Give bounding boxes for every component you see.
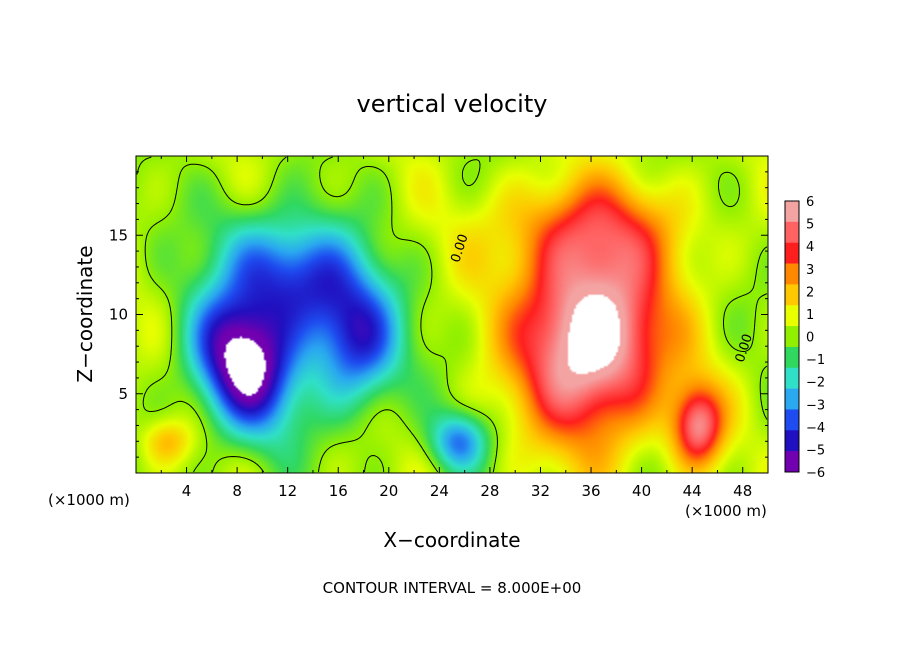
colorbar-label-9: −3 [806,398,825,413]
x-axis-label: X−coordinate [383,528,520,552]
colorbar-label-8: −2 [806,376,825,391]
colorbar-label-6: 0 [806,331,814,346]
colorbar-swatch-0 [785,201,799,223]
velocity-field [136,156,768,473]
colorbar-swatch-9 [785,388,799,410]
colorbar-label-0: 6 [806,195,814,210]
x-tick-label-12: 12 [278,482,297,500]
x-axis: 4 8 12 16 20 24 28 32 36 40 44 48 [160,156,752,500]
colorbar-label-12: −6 [806,466,825,481]
x-tick-label-8: 8 [232,482,242,500]
contour-zero [136,156,768,473]
colorbar-label-7: −1 [806,353,825,368]
x-tick-label-40: 40 [632,482,651,500]
y-axis: 5 10 15 [109,171,768,458]
x-tick-label-24: 24 [430,482,449,500]
colorbar-label-4: 2 [806,285,814,300]
colorbar-swatch-4 [785,284,799,306]
x-tick-label-4: 4 [182,482,192,500]
colorbar-swatch-8 [785,367,799,389]
colorbar-label-10: −4 [806,421,825,436]
x-tick-label-20: 20 [379,482,398,500]
colorbar-swatch-11 [785,430,799,452]
chart-title: vertical velocity [357,90,548,118]
y-tick-label-15: 15 [109,226,128,244]
x-tick-label-32: 32 [531,482,550,500]
colorbar-frame [784,200,800,473]
y-tick-label-5: 5 [118,385,128,403]
colorbar-label-1: 5 [806,218,814,233]
colorbar-swatch-1 [785,221,799,243]
colorbar-swatch-2 [785,242,799,264]
contour-lines [136,156,768,473]
x-tick-label-36: 36 [581,482,600,500]
colorbar-swatch-3 [785,263,799,285]
x-tick-label-44: 44 [683,482,702,500]
colorbar-swatch-6 [785,326,799,348]
colorbar-swatch-12 [785,451,799,473]
colorbar-swatch-5 [785,305,799,327]
colorbar-label-5: 1 [806,308,814,323]
x-tick-label-48: 48 [733,482,752,500]
colorbar-label-11: −5 [806,443,825,458]
x-tick-label-28: 28 [480,482,499,500]
colorbar-label-2: 4 [806,240,814,255]
colorbar-label-3: 3 [806,263,814,278]
colorbar: 6 5 4 3 2 1 0 −1 −2 −3 −4 −5 −6 [784,195,825,481]
x-tick-label-16: 16 [329,482,348,500]
colorbar-swatch-10 [785,409,799,431]
contour-interval-note: CONTOUR INTERVAL = 8.000E+00 [323,579,582,597]
colorbar-swatch-7 [785,346,799,369]
x-unit-left: (×1000 m) [48,491,130,509]
y-axis-label: Z−coordinate [73,245,97,382]
x-unit-right: (×1000 m) [685,502,767,520]
y-tick-label-10: 10 [109,306,128,324]
